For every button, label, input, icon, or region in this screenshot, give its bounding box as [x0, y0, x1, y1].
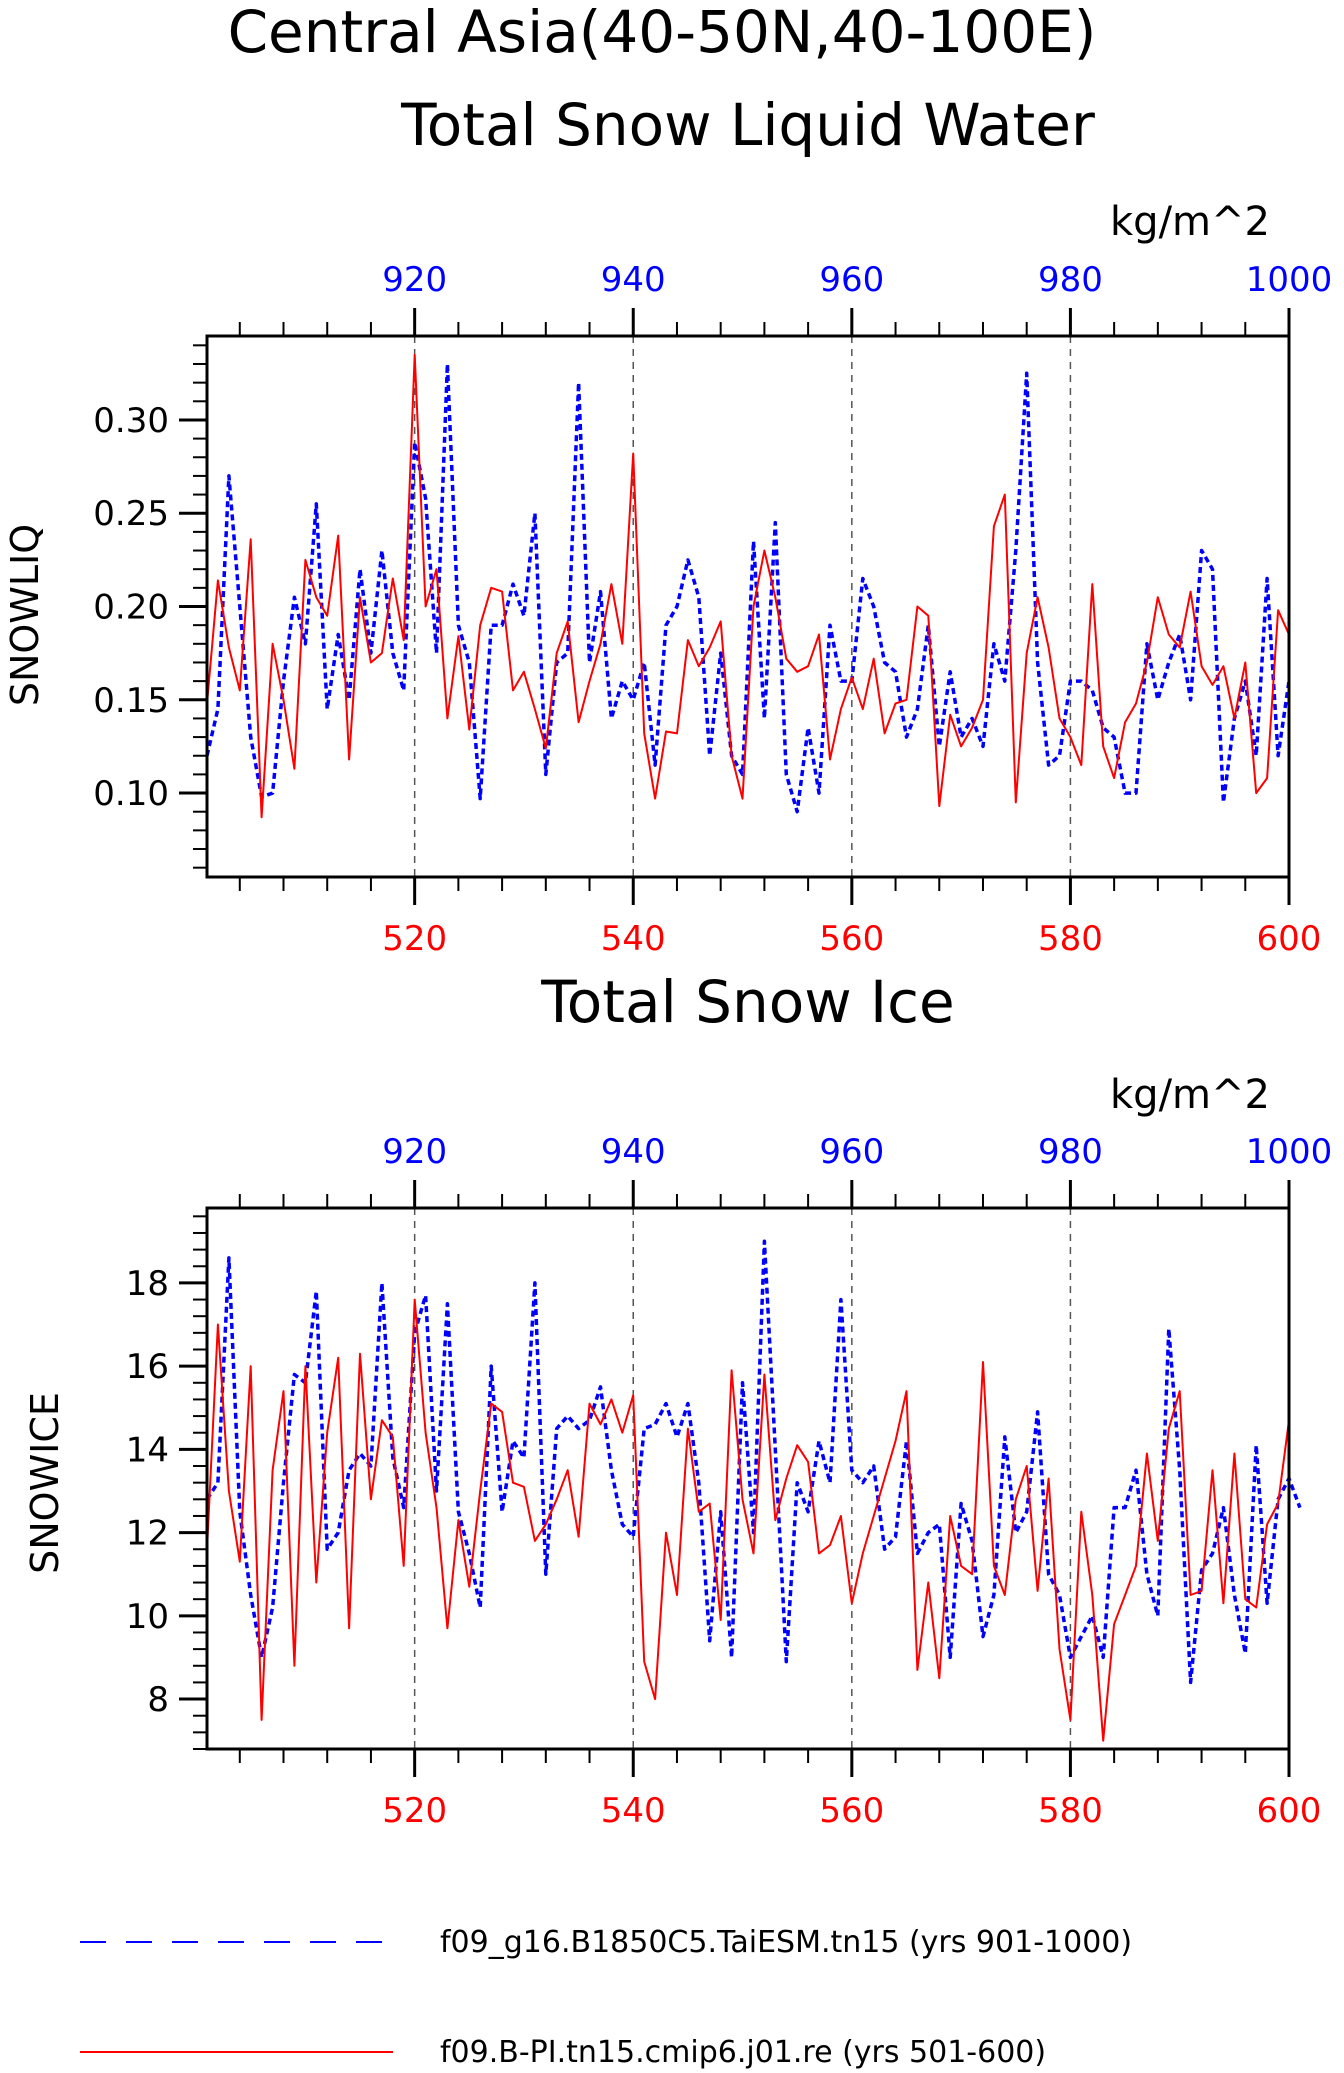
- x-top-tick-label: 1000: [1246, 260, 1333, 300]
- x-top-tick-label: 960: [819, 1132, 884, 1172]
- x-top-tick-label: 960: [819, 260, 884, 300]
- y-tick-label: 10: [126, 1597, 169, 1637]
- legend-label: f09_g16.B1850C5.TaiESM.tn15 (yrs 901-100…: [440, 1925, 1132, 1960]
- y-tick-label: 0.25: [93, 494, 169, 534]
- y-axis-label: SNOWLIQ: [3, 524, 47, 706]
- series-line-red-solid: [206, 353, 1290, 819]
- plot-frame: [205, 1206, 1291, 1751]
- x-top-tick-label: 940: [601, 1132, 666, 1172]
- x-bottom-tick-label: 520: [382, 919, 447, 959]
- panel-title: Total Snow Liquid Water: [400, 91, 1095, 159]
- series-line-red-solid: [206, 1298, 1290, 1742]
- plot-frame: [205, 334, 1291, 879]
- x-bottom-tick-label: 540: [601, 1791, 666, 1831]
- panel-title: Total Snow Ice: [540, 968, 955, 1036]
- x-bottom-tick-label: 560: [819, 919, 884, 959]
- y-tick-label: 0.30: [93, 401, 169, 441]
- snowliq-panel: Total Snow Liquid Water kg/m^2 SNOWLIQ 5…: [3, 91, 1332, 959]
- x-bottom-tick-label: 600: [1257, 919, 1322, 959]
- y-tick-label: 18: [126, 1264, 169, 1304]
- x-bottom-tick-label: 600: [1257, 1791, 1322, 1831]
- y-axis-label: SNOWICE: [23, 1392, 67, 1574]
- x-bottom-tick-label: 580: [1038, 1791, 1103, 1831]
- snowice-panel: Total Snow Ice kg/m^2 SNOWICE 520 540 560 5…: [23, 968, 1332, 1831]
- x-top-tick-label: 920: [382, 1132, 447, 1172]
- legend-label: f09.B-PI.tn15.cmip6.j01.re (yrs 501-600): [440, 2035, 1046, 2070]
- y-tick-label: 0.10: [93, 774, 169, 814]
- x-bottom-tick-label: 520: [382, 1791, 447, 1831]
- y-tick-label: 16: [126, 1347, 169, 1387]
- y-tick-label: 14: [126, 1430, 169, 1470]
- x-bottom-tick-label: 560: [819, 1791, 884, 1831]
- series-line-blue-dashed: [205, 362, 1291, 814]
- y-tick-label: 8: [147, 1680, 169, 1720]
- x-top-tick-label: 940: [601, 260, 666, 300]
- units-label: kg/m^2: [1110, 199, 1270, 245]
- units-label: kg/m^2: [1110, 1072, 1270, 1118]
- x-bottom-tick-label: 580: [1038, 919, 1103, 959]
- y-tick-label: 0.20: [93, 588, 169, 628]
- legend: f09_g16.B1850C5.TaiESM.tn15 (yrs 901-100…: [80, 1925, 1132, 2070]
- x-top-tick-label: 920: [382, 260, 447, 300]
- x-top-tick-label: 980: [1038, 260, 1103, 300]
- x-bottom-tick-label: 540: [601, 919, 666, 959]
- figure-title: Central Asia(40-50N,40-100E): [228, 0, 1097, 66]
- y-tick-label: 12: [126, 1514, 169, 1554]
- x-top-tick-label: 980: [1038, 1132, 1103, 1172]
- series-line-blue-dashed: [205, 1239, 1302, 1685]
- y-tick-label: 0.15: [93, 681, 169, 721]
- x-top-tick-label: 1000: [1246, 1132, 1333, 1172]
